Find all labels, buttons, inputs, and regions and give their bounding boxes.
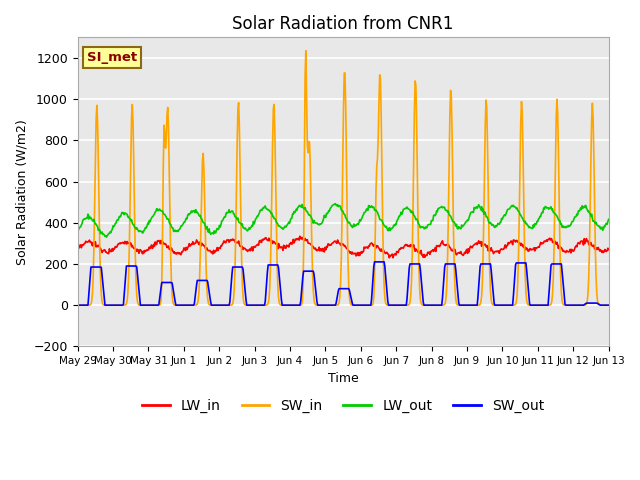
SW_in xyxy=(302,48,310,54)
Y-axis label: Solar Radiation (W/m2): Solar Radiation (W/m2) xyxy=(15,119,28,264)
LW_out xyxy=(424,222,432,228)
LW_in xyxy=(296,233,304,239)
LW_out xyxy=(332,201,339,206)
LW_out xyxy=(605,216,612,222)
LW_out xyxy=(83,215,91,221)
X-axis label: Time: Time xyxy=(328,372,358,384)
LW_in xyxy=(409,243,417,249)
SW_in xyxy=(424,302,431,308)
SW_out xyxy=(605,302,612,308)
LW_in xyxy=(138,250,146,255)
SW_in xyxy=(74,302,81,308)
SW_out xyxy=(220,302,228,308)
Line: LW_in: LW_in xyxy=(77,236,609,258)
LW_out xyxy=(102,234,110,240)
LW_in xyxy=(220,238,228,244)
SW_in xyxy=(83,302,91,308)
LW_in xyxy=(424,250,432,256)
SW_out xyxy=(371,259,378,265)
SW_out xyxy=(83,302,91,308)
Text: SI_met: SI_met xyxy=(87,51,138,64)
SW_out xyxy=(74,302,81,308)
Line: LW_out: LW_out xyxy=(77,204,609,237)
SW_out xyxy=(138,302,146,308)
Line: SW_out: SW_out xyxy=(77,262,609,305)
Legend: LW_in, SW_in, LW_out, SW_out: LW_in, SW_in, LW_out, SW_out xyxy=(136,394,550,419)
Title: Solar Radiation from CNR1: Solar Radiation from CNR1 xyxy=(232,15,454,33)
SW_out xyxy=(192,288,200,294)
LW_out xyxy=(74,228,81,234)
SW_in xyxy=(138,302,146,308)
SW_in xyxy=(605,302,612,308)
SW_in xyxy=(408,253,416,259)
LW_in xyxy=(605,247,612,252)
LW_out xyxy=(139,230,147,236)
Line: SW_in: SW_in xyxy=(77,51,609,305)
SW_out xyxy=(408,261,416,267)
LW_out xyxy=(193,210,200,216)
LW_in xyxy=(192,240,200,246)
SW_out xyxy=(424,302,431,308)
LW_out xyxy=(221,214,228,220)
SW_in xyxy=(192,302,200,308)
LW_out xyxy=(409,209,417,215)
SW_in xyxy=(220,302,228,308)
LW_in xyxy=(74,245,81,251)
LW_in xyxy=(385,255,393,261)
LW_in xyxy=(83,240,91,245)
